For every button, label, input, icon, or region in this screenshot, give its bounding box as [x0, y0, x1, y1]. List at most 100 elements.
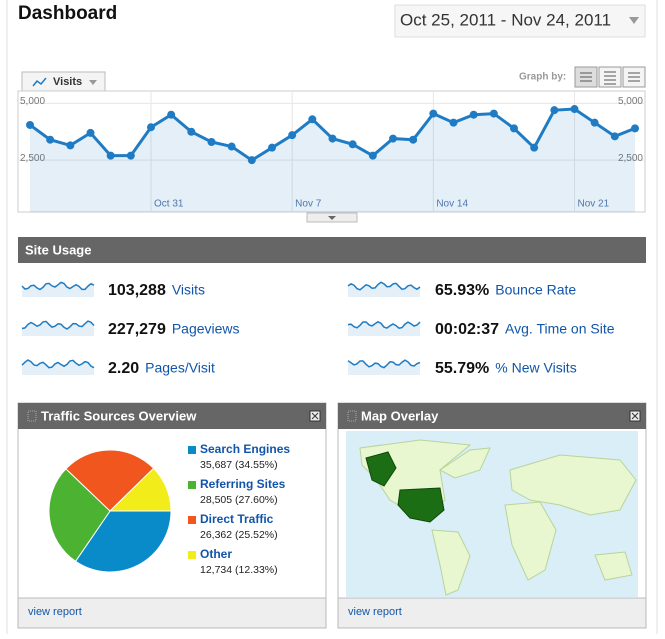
metric-value: 103,288	[108, 282, 166, 299]
section-title: Site Usage	[25, 242, 91, 257]
point[interactable]	[147, 123, 155, 132]
point[interactable]	[26, 120, 34, 129]
sparkline	[21, 281, 95, 291]
pie-slice[interactable]	[74, 510, 172, 573]
point[interactable]	[570, 105, 579, 114]
graph-by-icons	[580, 71, 640, 85]
y-tick-label: 5,000	[618, 96, 643, 107]
africa	[504, 501, 557, 581]
point[interactable]	[348, 140, 357, 149]
point[interactable]	[389, 134, 397, 143]
point[interactable]	[590, 118, 599, 127]
site-usage-metrics: 103,288 Visits 227,279 Pageviews 2.20 Pages/V…	[21, 281, 615, 377]
pie-slice[interactable]	[65, 449, 155, 512]
panel-footer	[17, 597, 327, 629]
tab-icon	[32, 77, 47, 87]
collapse-arrow	[328, 216, 336, 220]
south-america	[431, 529, 471, 596]
legend-label[interactable]: Other	[200, 547, 232, 561]
united-states	[397, 487, 445, 523]
pie-slice[interactable]	[108, 467, 172, 512]
metric-label[interactable]: % New Visits	[495, 360, 576, 376]
panel-header	[18, 403, 326, 429]
sparkline-area	[348, 321, 420, 336]
point[interactable]	[368, 151, 377, 160]
sparkline-area	[22, 282, 94, 297]
point[interactable]	[288, 131, 297, 140]
point[interactable]	[46, 135, 55, 144]
drag-handle	[347, 410, 357, 422]
point[interactable]	[610, 132, 619, 141]
point[interactable]	[550, 106, 559, 115]
australia	[594, 551, 633, 581]
y-tick-label: 2,500	[618, 153, 643, 164]
point[interactable]	[308, 115, 317, 124]
point[interactable]	[489, 109, 498, 118]
date-range-picker[interactable]	[394, 4, 646, 38]
metric-value: 55.79%	[435, 360, 489, 377]
dropdown-arrow	[629, 17, 639, 24]
x-tick-label: Oct 31	[154, 199, 184, 210]
point[interactable]	[187, 127, 196, 136]
panel-title: Traffic Sources Overview	[41, 408, 197, 423]
point[interactable]	[328, 134, 337, 143]
tab-arrow	[89, 80, 97, 85]
panel-footer	[337, 597, 647, 629]
legend-swatch	[188, 516, 196, 524]
tab-label[interactable]: Visits	[53, 76, 82, 88]
greenland	[439, 447, 491, 479]
world-map	[346, 431, 638, 597]
drag-handle	[27, 410, 37, 422]
point[interactable]	[126, 151, 135, 160]
section-header	[18, 237, 646, 263]
metric-label[interactable]: Bounce Rate	[495, 282, 576, 298]
point[interactable]	[268, 143, 276, 152]
traffic-pie: Search Engines 35,687 (34.55%) Referring S…	[48, 442, 290, 576]
point[interactable]	[510, 124, 518, 133]
metric-value: 00:02:37	[435, 321, 499, 338]
sparkline	[21, 359, 95, 369]
legend-label[interactable]: Referring Sites	[200, 477, 286, 491]
point[interactable]	[106, 151, 115, 160]
x-tick-label: Nov 7	[295, 199, 322, 210]
point[interactable]	[409, 135, 418, 144]
area	[30, 109, 635, 212]
metric-label[interactable]: Avg. Time on Site	[505, 321, 615, 337]
y-tick-label: 2,500	[20, 153, 45, 164]
close-icon	[631, 412, 639, 420]
x-tick-label: Nov 14	[436, 199, 468, 210]
point[interactable]	[469, 110, 478, 119]
metric-label[interactable]: Pageviews	[172, 321, 240, 337]
legend-swatch	[188, 446, 196, 454]
metric-value: 65.93%	[435, 282, 489, 299]
point[interactable]	[167, 110, 176, 119]
eurasia	[509, 454, 637, 516]
legend-value: 12,734 (12.33%)	[200, 564, 278, 576]
sparkline	[347, 320, 421, 330]
legend-value: 28,505 (27.60%)	[200, 494, 278, 506]
x-tick-label: Nov 21	[578, 199, 610, 210]
legend-label[interactable]: Search Engines	[200, 442, 290, 456]
metric-label[interactable]: Visits	[172, 282, 205, 298]
date-range[interactable]: Oct 25, 2011 - Nov 24, 2011	[400, 10, 611, 29]
point[interactable]	[530, 143, 539, 152]
sparkline-area	[348, 360, 420, 375]
metric-value: 2.20	[108, 360, 139, 377]
metric-label[interactable]: Pages/Visit	[145, 360, 215, 376]
point[interactable]	[449, 118, 458, 127]
point[interactable]	[429, 109, 438, 118]
sparkline-area	[348, 282, 420, 297]
point[interactable]	[631, 124, 639, 133]
view-report-link[interactable]: view report	[28, 606, 82, 618]
point[interactable]	[86, 128, 95, 137]
point[interactable]	[207, 138, 216, 146]
point[interactable]	[227, 142, 236, 151]
point[interactable]	[247, 156, 256, 165]
pie-slice[interactable]	[48, 468, 111, 563]
legend-label[interactable]: Direct Traffic	[200, 512, 274, 526]
point[interactable]	[66, 141, 75, 150]
legend-value: 35,687 (34.55%)	[200, 459, 278, 471]
view-report-link[interactable]: view report	[348, 606, 402, 618]
